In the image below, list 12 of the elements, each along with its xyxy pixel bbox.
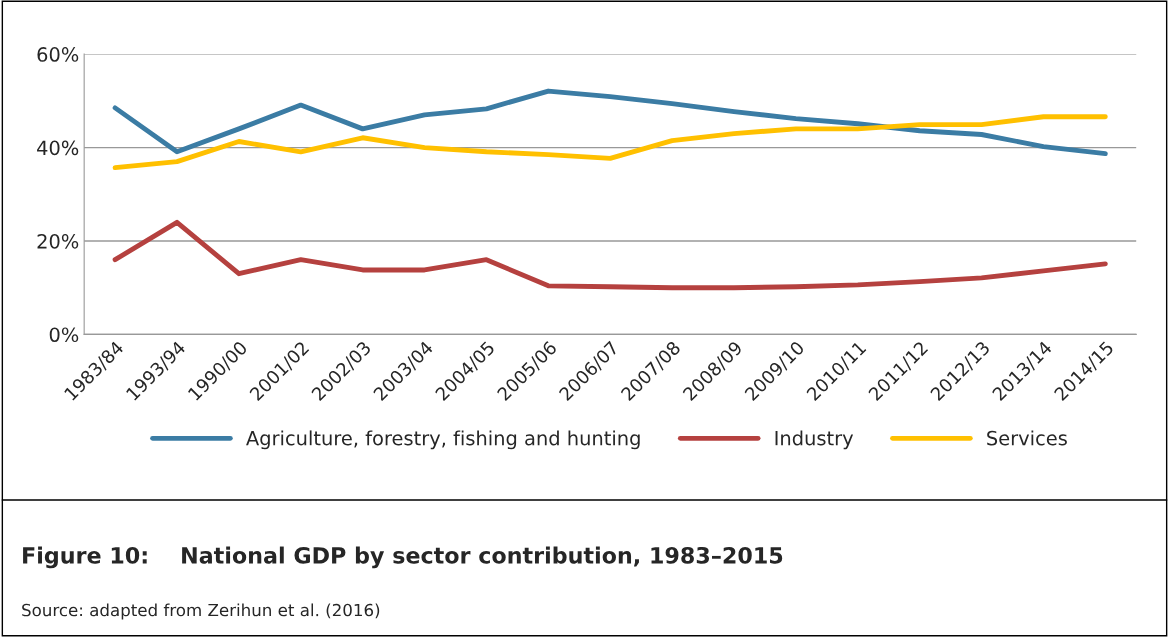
legend-label: Industry xyxy=(775,430,854,450)
legend-label: Agriculture, forestry, fishing and hunting xyxy=(246,430,640,450)
y-tick-label: 60% xyxy=(37,47,79,62)
y-tick-label: 0% xyxy=(49,327,79,343)
source-note: Source: adapted from Zerihun et al. (2016) xyxy=(22,603,380,620)
line-series xyxy=(112,219,1108,291)
legend-label: Services xyxy=(987,430,1067,446)
text: Figure 10: National GDP by sector contribution, 1983–2015 xyxy=(23,546,783,569)
line-series xyxy=(112,88,1108,157)
line-series xyxy=(112,114,1108,171)
y-tick-label: 40% xyxy=(37,140,79,156)
y-tick-label: 20% xyxy=(37,233,79,249)
